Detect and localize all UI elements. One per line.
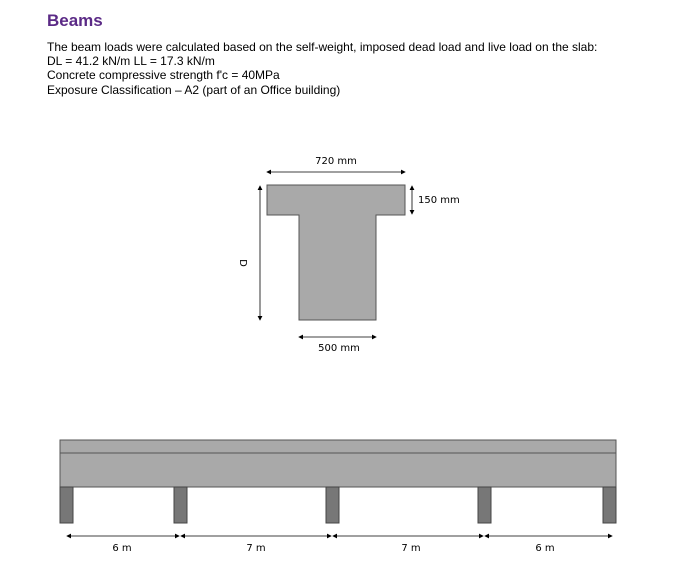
dimension-label: 150 mm [418, 195, 460, 206]
t-section [266, 184, 406, 321]
span-label: 7 m [401, 543, 420, 554]
span-label: 7 m [246, 543, 265, 554]
dimension-label: 720 mm [315, 156, 357, 167]
slab [59, 439, 617, 454]
span-label: 6 m [112, 543, 131, 554]
paragraph: DL = 41.2 kN/m LL = 17.3 kN/m [47, 54, 215, 68]
paragraph: The beam loads were calculated based on … [47, 40, 598, 54]
column [59, 486, 74, 524]
dimension-label: D [237, 259, 248, 267]
span-label: 6 m [535, 543, 554, 554]
heading: Beams [47, 11, 103, 30]
paragraph: Concrete compressive strength f'c = 40MP… [47, 68, 280, 82]
dimension-label: 500 mm [318, 343, 360, 354]
column [477, 486, 492, 524]
column [602, 486, 617, 524]
paragraph: Exposure Classification – A2 (part of an… [47, 83, 341, 97]
column [325, 486, 340, 524]
column [173, 486, 188, 524]
beam [59, 452, 617, 488]
